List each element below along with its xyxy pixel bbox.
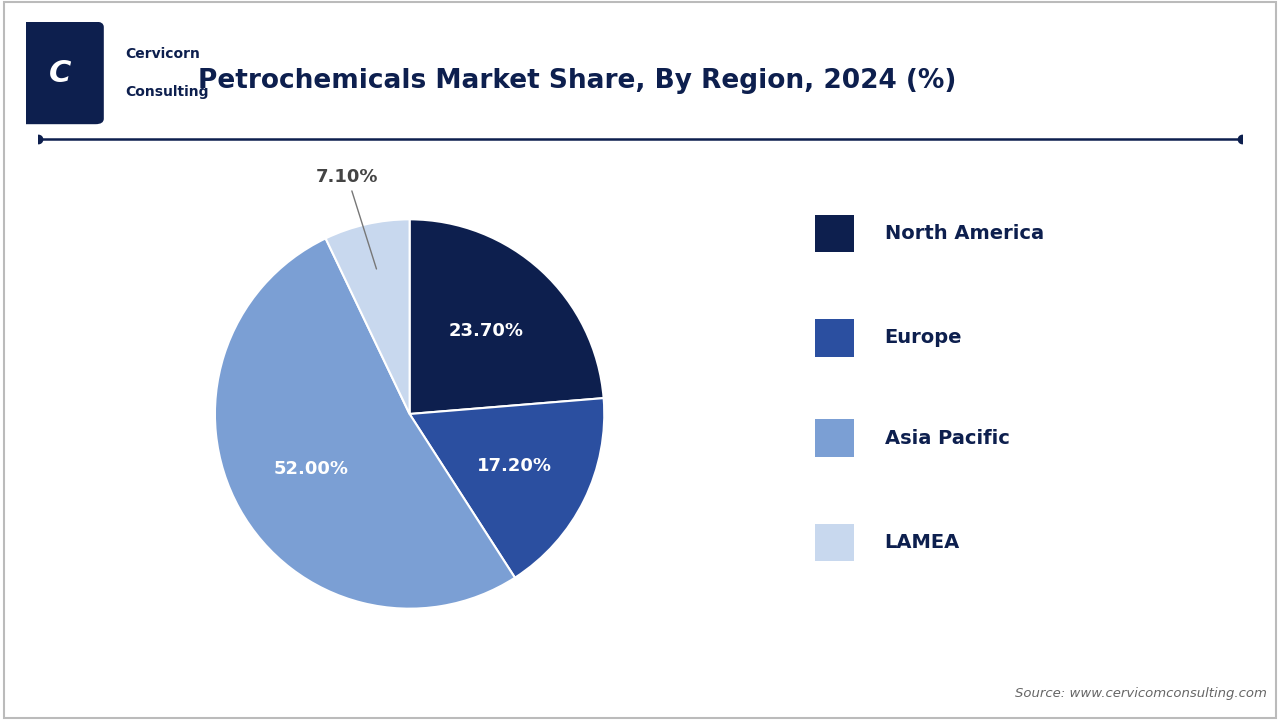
FancyBboxPatch shape [815, 524, 854, 562]
Text: 7.10%: 7.10% [316, 168, 379, 269]
Text: 23.70%: 23.70% [448, 322, 524, 340]
Wedge shape [410, 220, 604, 414]
FancyBboxPatch shape [815, 215, 854, 253]
Text: North America: North America [884, 224, 1044, 243]
Text: 52.00%: 52.00% [274, 460, 348, 478]
Text: C: C [50, 59, 72, 88]
FancyBboxPatch shape [815, 319, 854, 356]
Text: Source: www.cervicomconsulting.com: Source: www.cervicomconsulting.com [1015, 686, 1267, 700]
Text: Europe: Europe [884, 328, 963, 348]
Text: 17.20%: 17.20% [477, 456, 552, 474]
Text: Petrochemicals Market Share, By Region, 2024 (%): Petrochemicals Market Share, By Region, … [198, 68, 956, 94]
Wedge shape [325, 220, 410, 414]
Text: Cervicorn: Cervicorn [125, 47, 200, 61]
Wedge shape [215, 238, 515, 608]
FancyBboxPatch shape [815, 419, 854, 457]
Text: LAMEA: LAMEA [884, 533, 960, 552]
Wedge shape [410, 398, 604, 577]
Text: Consulting: Consulting [125, 85, 209, 99]
Text: Asia Pacific: Asia Pacific [884, 428, 1010, 448]
FancyBboxPatch shape [18, 22, 104, 124]
